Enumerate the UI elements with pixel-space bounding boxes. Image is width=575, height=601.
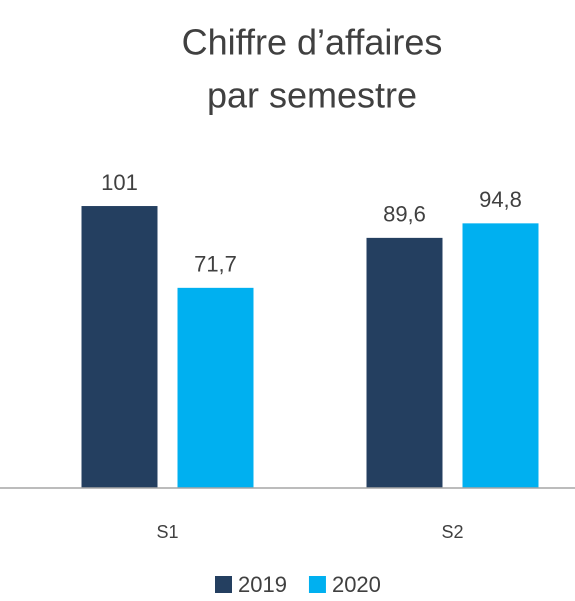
- chart-title: par semestre: [207, 75, 417, 116]
- value-label: 94,8: [479, 187, 522, 212]
- legend-label: 2020: [332, 572, 381, 597]
- legend-label: 2019: [238, 572, 287, 597]
- bar: [366, 237, 443, 488]
- value-label: 101: [101, 170, 138, 195]
- bar: [462, 223, 539, 488]
- x-tick-label: S1: [156, 522, 178, 542]
- value-label: 89,6: [383, 202, 426, 227]
- bar: [81, 206, 158, 488]
- x-tick-label: S2: [441, 522, 463, 542]
- legend-swatch: [308, 576, 326, 593]
- value-label: 71,7: [194, 252, 237, 277]
- legend-swatch: [215, 576, 232, 593]
- bar: [177, 287, 254, 488]
- chart-title: Chiffre d’affaires: [182, 22, 443, 63]
